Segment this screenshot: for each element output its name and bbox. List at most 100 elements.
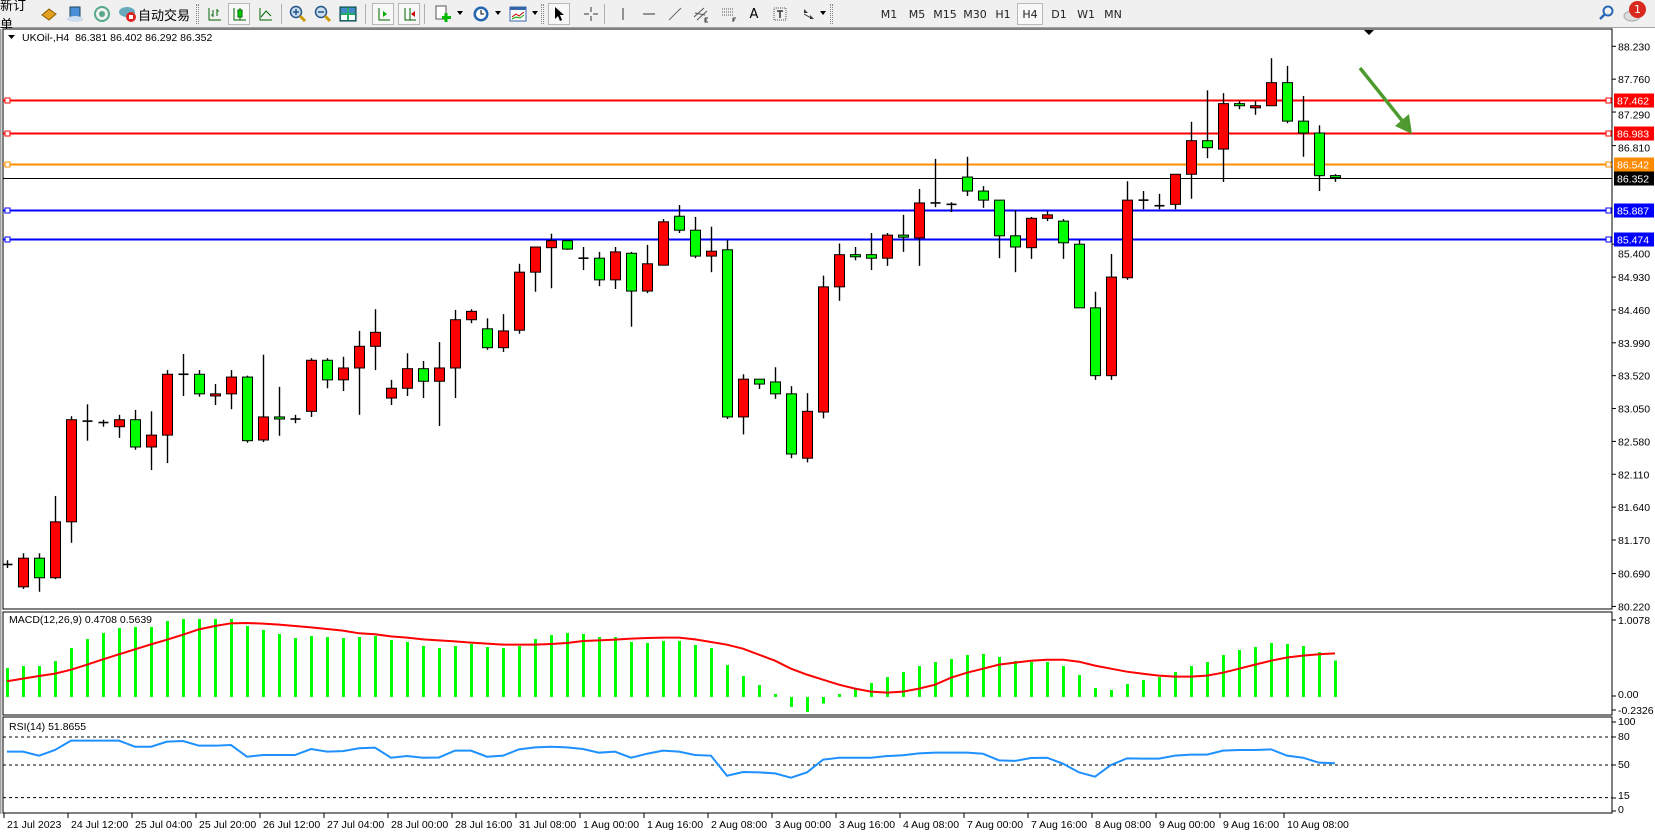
macd-histogram-bar: [902, 671, 905, 697]
macd-histogram-bar: [1190, 666, 1193, 697]
zoom-in-icon[interactable]: [287, 3, 309, 25]
timeframe-w1-button[interactable]: W1: [1077, 7, 1095, 21]
candle: [322, 358, 333, 389]
macd-histogram-bar: [566, 632, 569, 697]
candle: [1250, 100, 1261, 115]
candle-body: [850, 254, 861, 258]
candle: [802, 393, 813, 463]
price-tick-label: 83.050: [1618, 404, 1650, 416]
candle-body: [1314, 132, 1325, 177]
macd-histogram-bar: [54, 661, 57, 697]
candle: [130, 409, 141, 450]
auto-scroll-icon[interactable]: [398, 3, 420, 25]
candle: [290, 414, 301, 424]
timeframe-m15-button[interactable]: M15: [933, 7, 957, 21]
candle-body: [1266, 82, 1277, 107]
auto-trading-label: 自动交易: [138, 8, 191, 24]
candle-body: [1042, 214, 1053, 219]
text-box-icon[interactable]: [769, 3, 791, 25]
candlestick-icon[interactable]: [228, 3, 250, 25]
candle-body: [130, 419, 141, 448]
candle-body: [674, 215, 685, 231]
cursor-icon[interactable]: [548, 3, 570, 25]
macd-histogram-bar: [1142, 679, 1145, 697]
horizontal-line-icon[interactable]: [638, 3, 660, 25]
candle: [1074, 240, 1085, 309]
candle: [1234, 100, 1245, 110]
chart-shift-icon[interactable]: [372, 3, 394, 25]
timeframe-d1-button[interactable]: D1: [1051, 7, 1067, 21]
candle: [1058, 219, 1069, 259]
candle-body: [114, 419, 125, 428]
candle-body: [146, 434, 157, 448]
macd-histogram-bar: [1286, 643, 1289, 697]
shapes-icon[interactable]: [797, 3, 819, 25]
timeframe-h4-button[interactable]: H4: [1017, 3, 1043, 25]
time-tick-label: 21 Jul 2023: [7, 819, 61, 831]
candle: [1154, 193, 1165, 210]
candle: [706, 226, 717, 273]
trendline-icon[interactable]: [664, 3, 686, 25]
time-tick-label: 8 Aug 08:00: [1095, 819, 1151, 831]
candle-body: [1106, 276, 1117, 377]
macd-histogram-bar: [1158, 677, 1161, 697]
candle: [306, 358, 317, 417]
macd-histogram-bar: [470, 643, 473, 697]
timeframe-m1-button[interactable]: M1: [880, 7, 898, 21]
auto-trading-button[interactable]: 自动交易: [118, 3, 190, 25]
line-chart-icon[interactable]: [254, 3, 276, 25]
time-tick-label: 1 Aug 00:00: [583, 819, 639, 831]
zoom-out-icon[interactable]: [312, 3, 334, 25]
signals-icon[interactable]: [91, 3, 113, 25]
periods-icon[interactable]: [470, 3, 492, 25]
text-label-icon[interactable]: A: [749, 6, 759, 22]
templates-icon[interactable]: [507, 3, 529, 25]
candle: [898, 214, 909, 252]
candle: [1090, 291, 1101, 380]
macd-histogram-bar: [1094, 688, 1097, 697]
tile-windows-icon[interactable]: [337, 3, 359, 25]
candle-body: [1058, 220, 1069, 244]
timeframe-h1-button[interactable]: H1: [995, 7, 1011, 21]
candle-body: [1234, 103, 1245, 107]
timeframe-mn-button[interactable]: MN: [1104, 7, 1122, 21]
candle-body: [354, 345, 365, 369]
candle-body: [258, 416, 269, 441]
level-price-tag: [1614, 93, 1654, 108]
time-tick-label: 10 Aug 08:00: [1287, 819, 1349, 831]
new-indicator-icon[interactable]: [432, 3, 454, 25]
horizontal-levels: 87.462 86.983 86.542 86.352 85.887 85.474: [3, 93, 1654, 247]
candle: [338, 356, 349, 392]
macd-histogram-bar: [86, 639, 89, 697]
timeframe-m5-button[interactable]: M5: [908, 7, 926, 21]
candle: [786, 386, 797, 459]
macd-histogram-bar: [310, 636, 313, 697]
rsi-tick-label: 0: [1618, 804, 1624, 816]
candle-body: [1090, 307, 1101, 377]
market-watch-icon[interactable]: [38, 3, 60, 25]
candle: [1026, 216, 1037, 259]
candle: [450, 309, 461, 399]
macd-histogram-bar: [1238, 650, 1241, 697]
crosshair-icon[interactable]: [580, 3, 602, 25]
chart-header-menu-icon[interactable]: [8, 35, 15, 39]
candle-body: [658, 221, 669, 266]
macd-panel: 1.0078 0.00 -0.2326: [6, 615, 1654, 717]
candle: [1042, 211, 1053, 222]
search-icon[interactable]: [1595, 2, 1617, 24]
auto-trading-icon: [119, 7, 136, 22]
macd-signal-line: [6, 622, 1336, 694]
vertical-line-icon[interactable]: [612, 3, 634, 25]
time-tick-label: 28 Jul 00:00: [391, 819, 448, 831]
equidistant-channel-icon[interactable]: [690, 3, 712, 25]
bar-chart-icon[interactable]: [203, 3, 225, 25]
candle: [146, 411, 157, 471]
candle: [946, 202, 957, 213]
candle-body: [322, 359, 333, 381]
timeframe-m30-button[interactable]: M30: [963, 7, 987, 21]
navigator-icon[interactable]: [64, 3, 86, 25]
macd-histogram-bar: [1318, 652, 1321, 697]
fibonacci-icon[interactable]: [718, 3, 740, 25]
macd-histogram-bar: [118, 628, 121, 697]
